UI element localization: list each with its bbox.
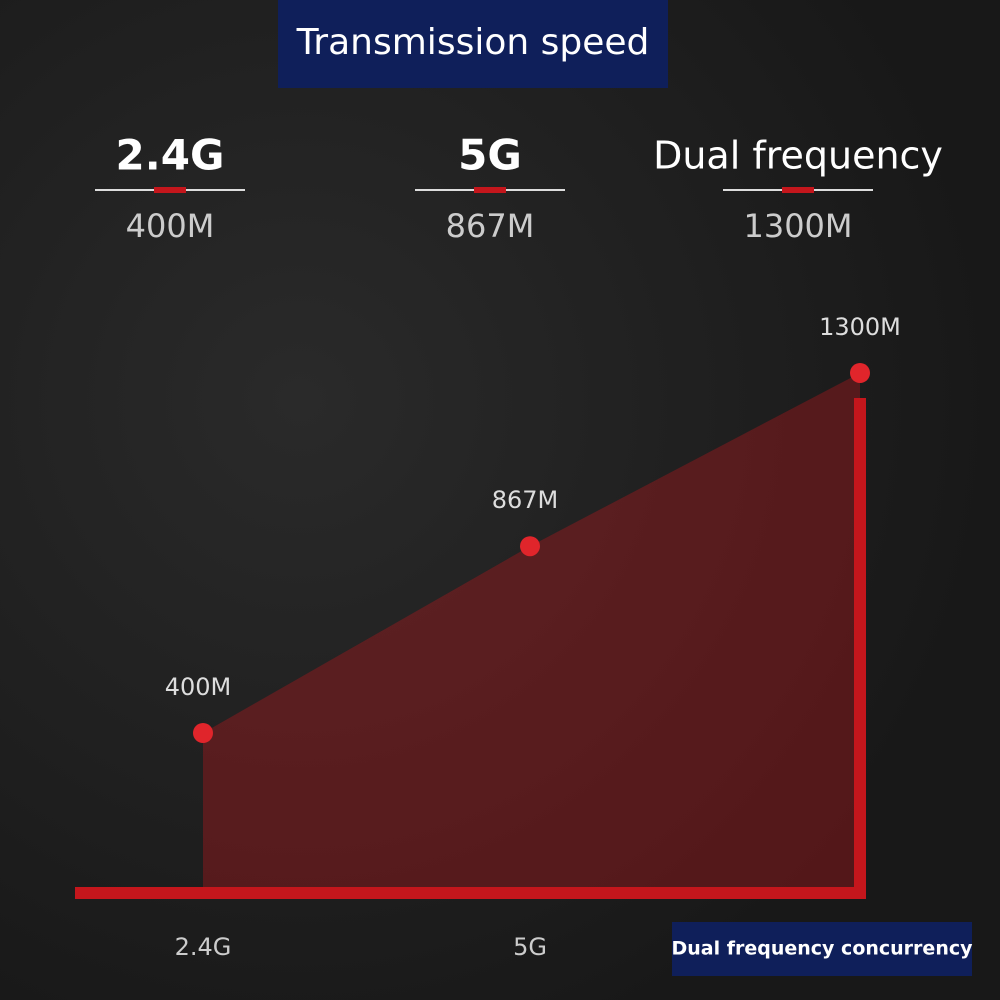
area <box>203 373 860 893</box>
value-label: 867M <box>492 486 559 514</box>
band-name: 2.4G <box>116 131 225 180</box>
value-label: 1300M <box>819 313 901 341</box>
x-tick-label: 5G <box>513 933 547 961</box>
x-tick-label: Dual frequency concurrency <box>671 938 973 960</box>
band-name: 5G <box>458 131 522 180</box>
band-speed: 1300M <box>743 207 852 245</box>
band-speed: 867M <box>446 207 535 245</box>
category-box <box>672 922 972 976</box>
point <box>850 363 870 383</box>
band-name: Dual frequency <box>653 134 943 178</box>
point <box>520 536 540 557</box>
title: Transmission speed <box>296 22 650 63</box>
point <box>193 723 213 743</box>
title-box <box>278 0 668 88</box>
band-speed: 400M <box>126 207 215 245</box>
value-label: 400M <box>165 673 232 701</box>
x-tick-label: 2.4G <box>175 933 232 961</box>
